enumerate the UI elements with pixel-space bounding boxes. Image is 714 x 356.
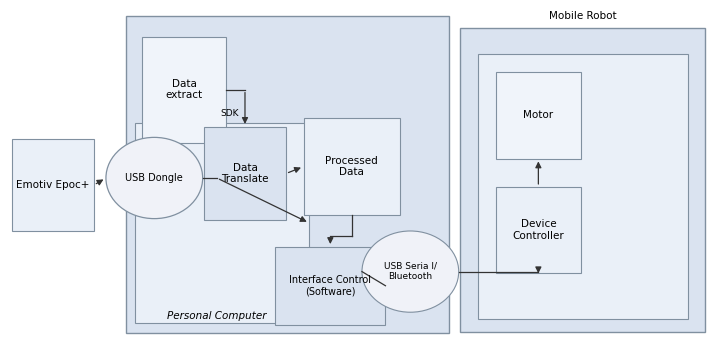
Text: Emotiv Epoc+: Emotiv Epoc+ <box>16 180 90 190</box>
Text: Data
extract: Data extract <box>166 79 203 100</box>
Bar <box>496 187 581 273</box>
Bar <box>126 16 449 334</box>
Text: Mobile Robot: Mobile Robot <box>549 11 617 21</box>
Bar <box>303 118 400 215</box>
Bar <box>204 127 286 220</box>
Text: Motor: Motor <box>523 110 553 120</box>
Text: SDK: SDK <box>220 109 238 118</box>
Bar <box>142 37 226 143</box>
Text: USB Dongle: USB Dongle <box>126 173 183 183</box>
Text: USB Seria l/
Bluetooth: USB Seria l/ Bluetooth <box>384 262 437 281</box>
Text: Data
Translate: Data Translate <box>221 163 268 184</box>
Bar <box>478 54 688 319</box>
Ellipse shape <box>106 137 203 219</box>
Text: Personal Computer: Personal Computer <box>166 311 266 321</box>
Bar <box>275 247 386 325</box>
Text: Device
Controller: Device Controller <box>513 219 564 241</box>
Bar <box>12 139 94 231</box>
Bar <box>135 123 309 323</box>
Ellipse shape <box>362 231 458 312</box>
Bar <box>496 72 581 158</box>
Text: Processed
Data: Processed Data <box>326 156 378 177</box>
Text: Interface Control
(Software): Interface Control (Software) <box>289 275 371 297</box>
Bar <box>460 28 705 332</box>
